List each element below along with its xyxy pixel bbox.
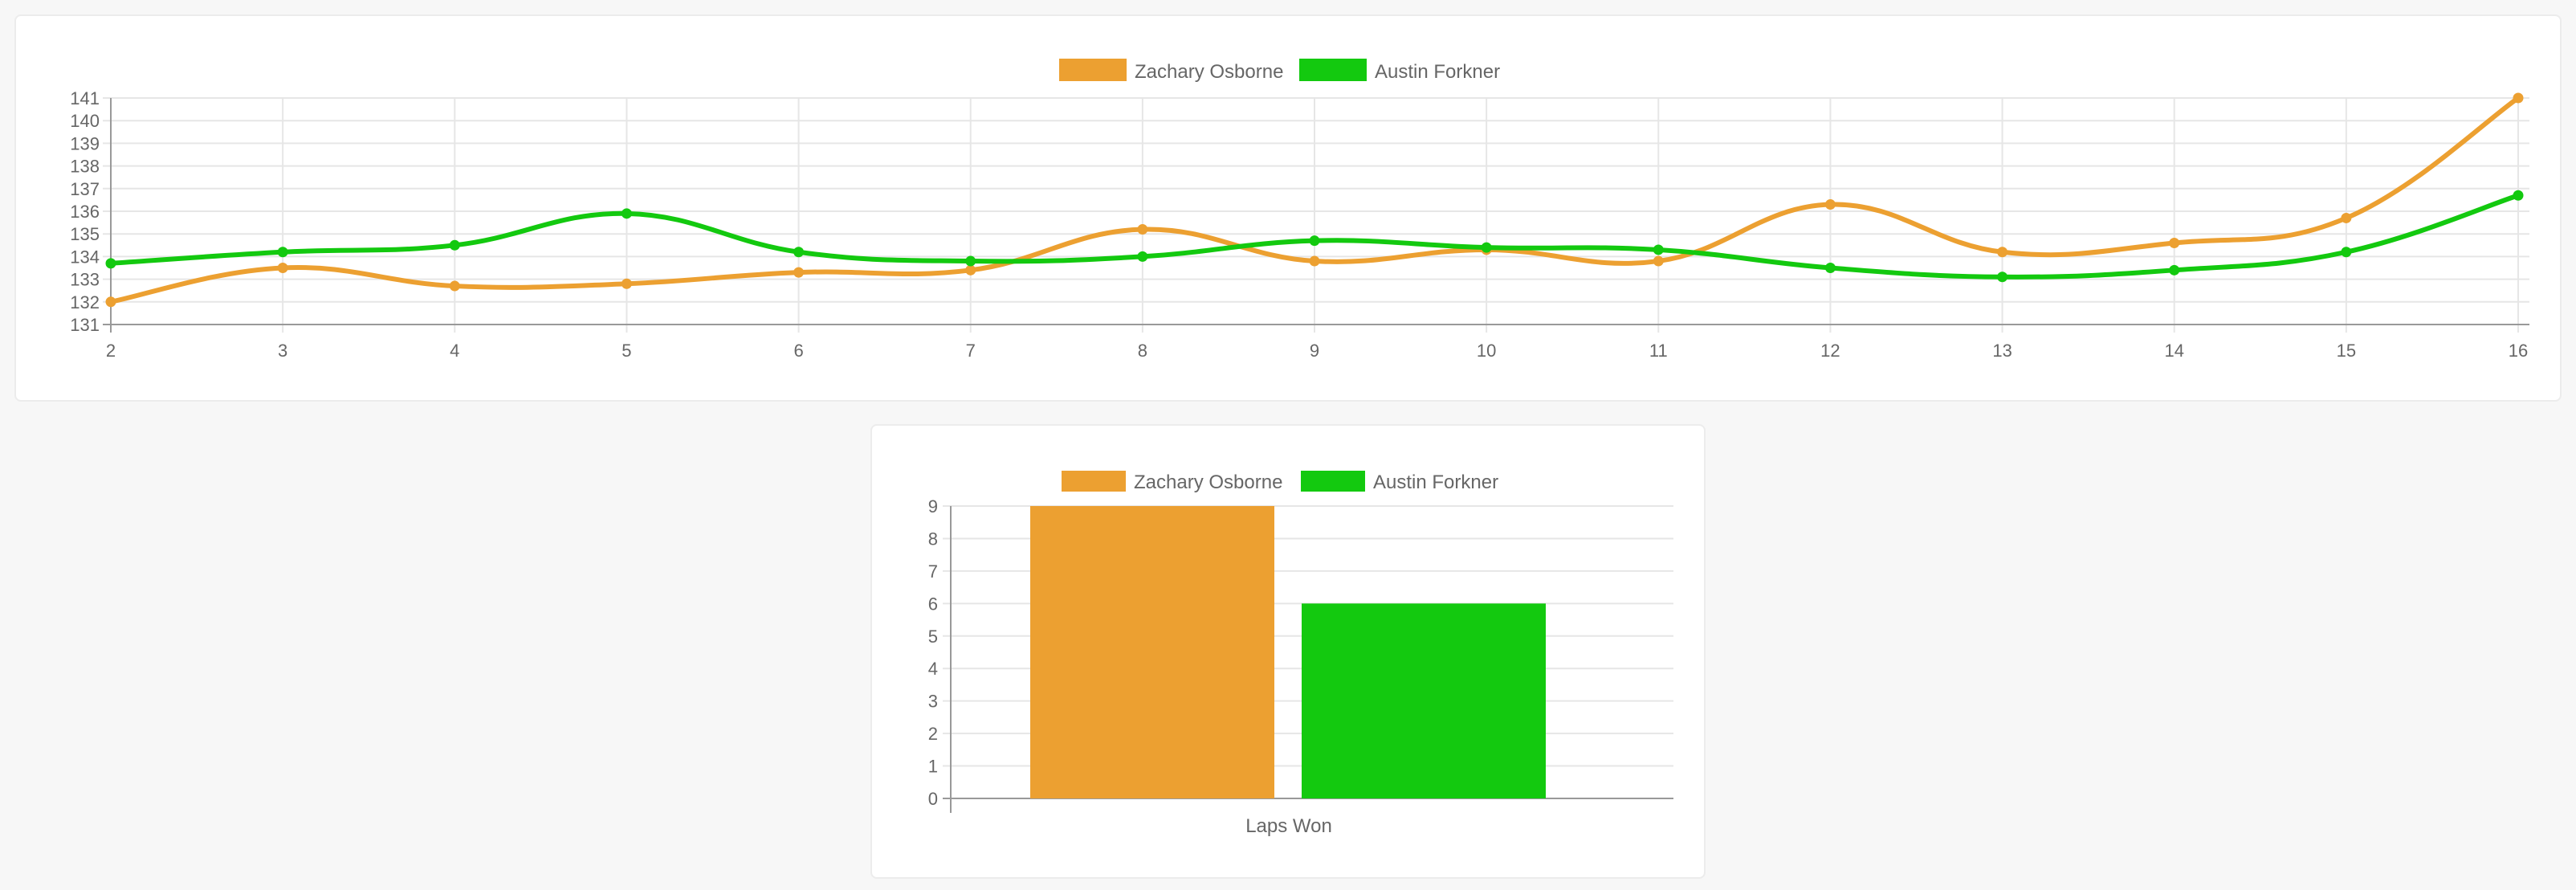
- data-point-austin-forkner[interactable]: [1309, 235, 1320, 247]
- y-tick-label: 133: [70, 270, 100, 290]
- data-point-austin-forkner[interactable]: [2341, 247, 2352, 258]
- data-point-zachary-osborne[interactable]: [2169, 237, 2180, 248]
- data-point-austin-forkner[interactable]: [793, 247, 805, 258]
- y-tick-label: 9: [928, 496, 938, 516]
- data-point-austin-forkner[interactable]: [2513, 190, 2524, 201]
- data-point-zachary-osborne[interactable]: [277, 263, 288, 273]
- y-tick-label: 139: [70, 133, 100, 153]
- x-tick-label: 6: [793, 341, 803, 361]
- data-point-zachary-osborne[interactable]: [1137, 224, 1148, 235]
- data-point-austin-forkner[interactable]: [277, 247, 288, 258]
- data-point-zachary-osborne[interactable]: [2341, 212, 2352, 223]
- data-point-austin-forkner[interactable]: [1137, 251, 1148, 262]
- y-tick-label: 134: [70, 247, 100, 267]
- lap-times-line-chart: Zachary Osborne Austin Forkner 131132133…: [70, 59, 2529, 361]
- data-point-austin-forkner[interactable]: [1997, 271, 2008, 283]
- y-tick-label: 135: [70, 224, 100, 244]
- y-tick-label: 131: [70, 315, 100, 335]
- bar-chart-legend: Zachary Osborne Austin Forkner: [1062, 471, 1498, 493]
- x-tick-label: 12: [1820, 341, 1840, 361]
- data-point-austin-forkner[interactable]: [621, 208, 632, 219]
- y-tick-label: 8: [928, 529, 938, 549]
- data-point-zachary-osborne[interactable]: [1309, 255, 1320, 267]
- x-tick-label: 7: [966, 341, 976, 361]
- laps-won-bar-chart: Zachary Osborne Austin Forkner 0 1 2 3 4 5 6 7 8…: [928, 471, 1673, 837]
- line-chart-legend: Zachary Osborne Austin Forkner: [1059, 59, 1500, 83]
- data-point-austin-forkner[interactable]: [449, 239, 460, 251]
- x-tick-label: 16: [2509, 341, 2528, 361]
- bar-category-label: Laps Won: [1245, 815, 1332, 837]
- data-point-austin-forkner[interactable]: [1481, 242, 1492, 253]
- legend-label-zachary-osborne[interactable]: Zachary Osborne: [1135, 61, 1283, 83]
- y-tick-label: 140: [70, 111, 100, 131]
- x-tick-label: 5: [622, 341, 631, 361]
- legend-swatch-austin-forkner[interactable]: [1301, 471, 1365, 492]
- x-tick-label: 9: [1310, 341, 1319, 361]
- y-tick-label: 5: [928, 627, 938, 647]
- legend-swatch-austin-forkner[interactable]: [1299, 59, 1367, 81]
- line-chart-grid: [103, 97, 2529, 333]
- x-tick-label: 4: [450, 341, 459, 361]
- data-point-austin-forkner[interactable]: [1653, 244, 1664, 255]
- x-tick-label: 15: [2337, 341, 2356, 361]
- data-point-austin-forkner[interactable]: [965, 255, 976, 267]
- data-point-zachary-osborne[interactable]: [449, 280, 460, 292]
- data-point-zachary-osborne[interactable]: [105, 296, 116, 308]
- line-chart-x-axis: 2 3 4 5 6 7 8 9 10 11 12 13 14 15 16: [106, 341, 2528, 361]
- bar-chart-y-axis: 0 1 2 3 4 5 6 7 8 9: [928, 496, 938, 809]
- y-tick-label: 7: [928, 561, 938, 582]
- y-tick-label: 132: [70, 292, 100, 312]
- legend-swatch-zachary-osborne[interactable]: [1059, 59, 1127, 81]
- bar-austin-forkner[interactable]: [1302, 603, 1546, 798]
- x-tick-label: 3: [278, 341, 287, 361]
- data-point-austin-forkner[interactable]: [2169, 264, 2180, 276]
- y-tick-label: 4: [928, 659, 938, 679]
- x-tick-label: 10: [1477, 341, 1496, 361]
- y-tick-label: 6: [928, 594, 938, 614]
- y-tick-label: 141: [70, 88, 100, 108]
- x-tick-label: 13: [1992, 341, 2011, 361]
- data-point-zachary-osborne[interactable]: [1824, 199, 1836, 210]
- x-tick-label: 8: [1138, 341, 1147, 361]
- data-point-austin-forkner[interactable]: [105, 258, 116, 269]
- bar-chart-bars: [1030, 506, 1546, 798]
- data-point-zachary-osborne[interactable]: [1653, 255, 1664, 267]
- legend-label-zachary-osborne[interactable]: Zachary Osborne: [1134, 472, 1282, 493]
- legend-label-austin-forkner[interactable]: Austin Forkner: [1373, 472, 1498, 493]
- y-tick-label: 2: [928, 724, 938, 744]
- legend-label-austin-forkner[interactable]: Austin Forkner: [1375, 61, 1500, 83]
- x-tick-label: 14: [2164, 341, 2183, 361]
- lap-times-card: Zachary Osborne Austin Forkner 131 132 133…: [14, 14, 2562, 402]
- y-tick-label: 136: [70, 202, 100, 222]
- y-tick-label: 3: [928, 692, 938, 712]
- legend-swatch-zachary-osborne[interactable]: [1062, 471, 1126, 492]
- data-point-zachary-osborne[interactable]: [965, 264, 976, 276]
- y-tick-label: 137: [70, 179, 100, 199]
- y-tick-label: 138: [70, 157, 100, 177]
- y-tick-label: 0: [928, 789, 938, 809]
- line-chart-series: [105, 92, 2524, 308]
- x-tick-label: 11: [1649, 341, 1668, 361]
- y-tick-label: 1: [928, 757, 938, 777]
- bar-zachary-osborne[interactable]: [1030, 506, 1274, 798]
- x-tick-label: 2: [106, 341, 116, 361]
- data-point-zachary-osborne[interactable]: [621, 278, 632, 289]
- data-point-zachary-osborne[interactable]: [793, 267, 805, 278]
- data-point-zachary-osborne[interactable]: [2513, 92, 2524, 104]
- data-point-austin-forkner[interactable]: [1824, 263, 1836, 273]
- data-point-zachary-osborne[interactable]: [1997, 247, 2008, 258]
- laps-won-card: Zachary Osborne Austin Forkner 0 1 2 3 4 5 6 7 8…: [870, 424, 1706, 879]
